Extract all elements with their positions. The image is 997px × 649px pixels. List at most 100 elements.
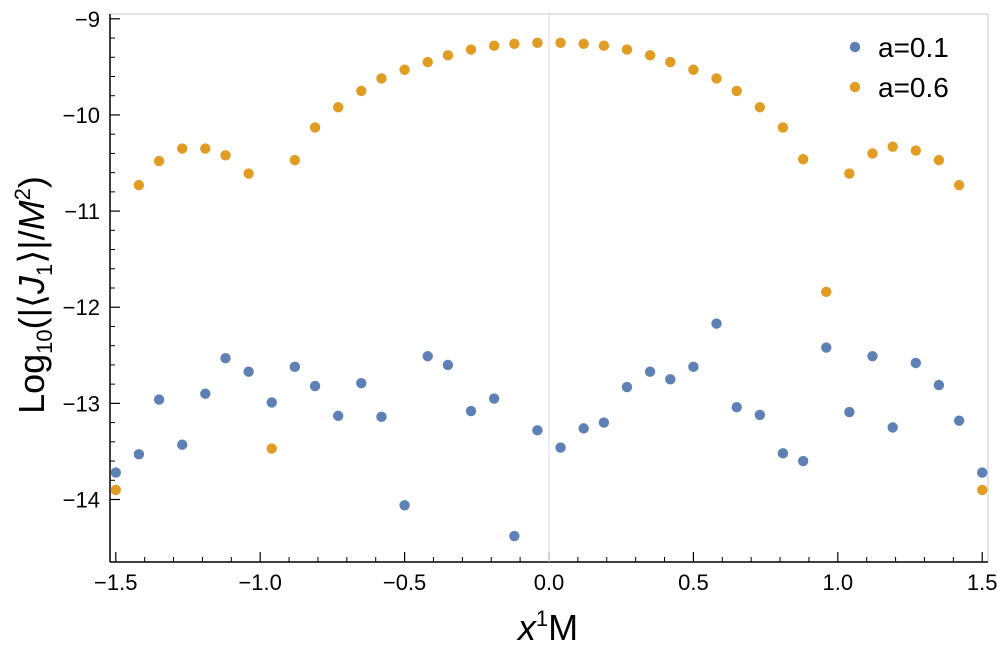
data-point: [797, 153, 809, 165]
series-1: [110, 318, 988, 542]
data-point: [754, 102, 766, 113]
data-point: [509, 530, 520, 542]
y-tick-label: −10: [63, 103, 100, 128]
data-point: [356, 377, 367, 389]
data-point: [110, 467, 121, 478]
x-tick-label: 1.5: [967, 570, 997, 595]
data-point: [644, 366, 656, 377]
y-label-sub1: 1: [32, 264, 57, 276]
data-point: [532, 425, 543, 436]
data-point: [153, 394, 165, 405]
y-label-m: M: [11, 200, 52, 230]
data-point: [153, 155, 165, 167]
data-point: [309, 380, 321, 392]
data-point: [376, 411, 387, 423]
data-point: [754, 409, 766, 421]
data-point: [133, 449, 145, 460]
x-axis-label: x1M: [516, 606, 578, 648]
data-point: [356, 85, 367, 97]
data-point: [555, 37, 566, 49]
data-point: [933, 154, 945, 166]
data-point: [731, 85, 742, 97]
x-tick-label: 1.0: [823, 570, 854, 595]
legend: a=0.1 a=0.6: [849, 32, 949, 103]
x-axis: −1.5 −1.0 −0.5 0.0 0.5 1.0 1.5: [94, 552, 997, 595]
legend-label: a=0.1: [878, 32, 949, 63]
x-tick-label: −0.5: [383, 570, 426, 595]
data-point: [665, 56, 676, 68]
data-point: [910, 357, 921, 369]
data-point: [555, 442, 566, 453]
data-point: [332, 410, 344, 422]
data-point: [887, 422, 898, 433]
data-point: [177, 143, 188, 154]
data-point: [644, 50, 656, 61]
data-point: [711, 318, 722, 329]
data-point: [289, 154, 301, 166]
data-point: [422, 56, 433, 68]
data-point: [797, 455, 809, 467]
data-point: [578, 423, 589, 434]
x-tick-label: −1.0: [238, 570, 281, 595]
x-tick-label: 0.0: [534, 570, 565, 595]
data-point: [200, 143, 211, 154]
y-label-sub: 10: [32, 329, 57, 353]
x-axis-label-sup: 1: [536, 606, 548, 631]
data-point: [376, 73, 387, 84]
data-point: [442, 359, 454, 371]
y-tick-label: −14: [63, 488, 100, 513]
data-point: [844, 168, 855, 179]
data-point: [220, 150, 231, 161]
legend-marker: [849, 41, 861, 53]
data-point: [488, 393, 500, 404]
data-point: [777, 448, 789, 459]
data-point: [953, 179, 965, 191]
data-point: [488, 40, 500, 51]
data-point: [844, 406, 855, 418]
data-point: [621, 381, 633, 393]
data-point: [731, 402, 742, 413]
y-label-j: J: [11, 275, 52, 295]
data-point: [465, 405, 477, 417]
y-label-sup2: 2: [10, 188, 35, 200]
x-axis-label-m: M: [548, 607, 578, 648]
data-point: [309, 122, 321, 133]
data-point: [578, 38, 589, 50]
data-point: [289, 361, 301, 373]
data-point: [867, 148, 878, 159]
data-point: [243, 168, 254, 179]
data-point: [977, 484, 988, 496]
x-tick-label: 0.5: [678, 570, 709, 595]
data-point: [200, 388, 211, 399]
data-point: [598, 417, 610, 428]
data-point: [621, 44, 633, 55]
data-point: [910, 145, 921, 156]
data-point: [177, 439, 188, 450]
data-point: [465, 44, 477, 55]
data-points: [110, 37, 988, 542]
data-point: [887, 141, 898, 152]
y-tick-label: −9: [75, 7, 100, 32]
y-tick-label: −12: [63, 295, 100, 320]
data-point: [243, 366, 254, 377]
x-axis-label-x: x: [516, 607, 538, 648]
y-tick-label: −11: [64, 199, 100, 224]
data-point: [665, 374, 676, 385]
data-point: [977, 467, 988, 478]
data-point: [688, 64, 699, 75]
legend-marker: [849, 81, 861, 93]
y-label-mid: ⟩|/: [11, 230, 52, 263]
y-axis-label: Log10(|⟨J1⟩|/M2): [10, 176, 57, 414]
data-point: [953, 415, 965, 426]
data-point: [266, 443, 277, 454]
data-point: [821, 342, 832, 353]
data-point: [110, 484, 121, 496]
data-point: [266, 397, 277, 408]
y-axis: −14 −13 −12 −11 −10 −9: [63, 7, 120, 562]
y-tick-label: −13: [63, 391, 100, 416]
data-point: [332, 102, 344, 113]
y-label-paren: (|⟨: [11, 294, 52, 329]
x-tick-label: −1.5: [94, 570, 137, 595]
data-point: [220, 352, 231, 364]
legend-label: a=0.6: [878, 72, 949, 103]
